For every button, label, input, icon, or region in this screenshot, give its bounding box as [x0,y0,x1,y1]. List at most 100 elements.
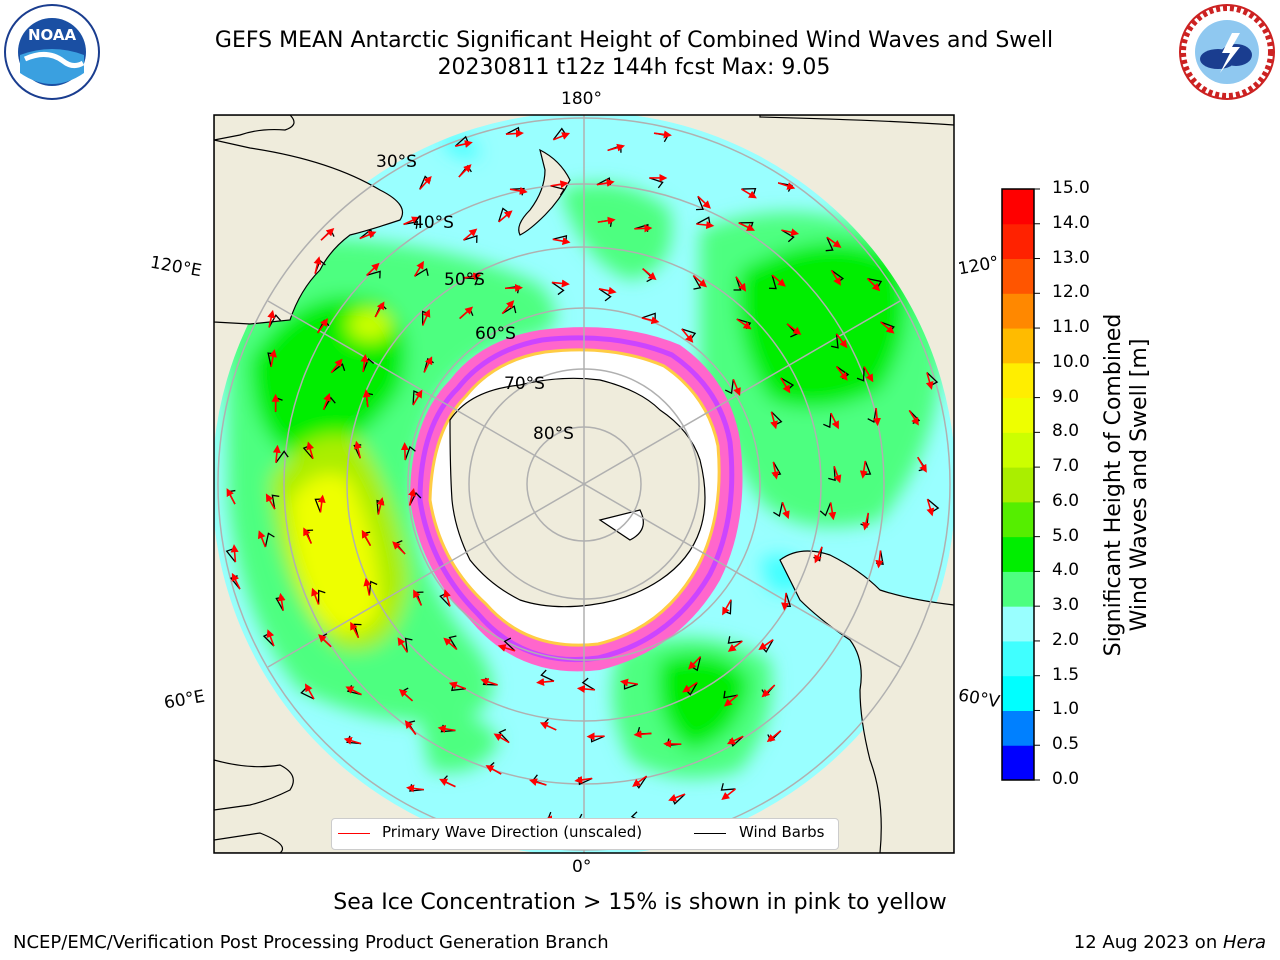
wind-barb-legend-swatch [694,833,726,834]
wave-direction-arrow [463,228,478,241]
colorbar-segment [1002,571,1034,607]
wave-direction-arrow [318,634,332,648]
wave-direction-arrow [458,164,472,178]
wave-direction-arrow [576,685,595,693]
wave-direction-arrow [439,778,456,788]
colorbar-segment [1002,362,1034,399]
lat-label-60s: 60°S [475,324,516,344]
wind-barb [823,413,832,429]
wave-direction-arrow [826,236,842,248]
wave-direction-arrow [688,656,702,670]
wave-direction-legend-swatch [338,833,370,834]
colorbar-segment [1002,501,1034,538]
wave-direction-arrow [536,678,555,686]
wave-direction-arrow [226,488,236,505]
wave-direction-arrow [761,684,776,698]
wave-direction-arrow [741,188,757,199]
wave-direction-arrow [448,681,467,690]
colorbar-tick-label: 0.0 [1052,769,1080,789]
wave-direction-arrow [835,366,848,381]
footer-credit: NCEP/EMC/Verification Post Processing Pr… [13,932,609,953]
wind-barb [409,491,422,506]
wave-direction-arrow [780,377,791,394]
wave-direction-arrow [480,678,498,686]
wave-direction-arrow [926,498,935,517]
wave-direction-arrow [322,392,331,411]
wave-direction-arrow [231,572,241,590]
colorbar-tick-label: 13.0 [1052,247,1090,268]
wave-direction-arrow [311,587,320,605]
wave-direction-arrow [267,309,276,328]
wave-direction-arrow [366,262,380,276]
colorbar-segment [1002,432,1034,468]
wave-direction-arrow [398,688,413,702]
wind-barb [300,687,315,700]
colorbar-segment [1002,745,1034,781]
wave-direction-arrow [863,366,874,383]
footer-date-text: 12 Aug 2023 on [1073,932,1223,953]
wind-barb [727,636,743,644]
graticule [217,115,951,853]
wave-direction-arrow [908,409,919,426]
wave-direction-arrow [423,356,433,373]
wave-direction-arrow [598,286,617,295]
wind-barb [414,267,429,277]
wave-direction-arrow [866,278,881,292]
colorbar-segment [1002,223,1034,260]
wind-barb [649,177,664,189]
wave-direction-arrow [814,546,823,564]
wave-direction-arrow [529,778,547,787]
lat-label-80s: 80°S [533,424,574,444]
wind-barb [825,236,834,252]
wave-direction-arrow [634,224,653,233]
colorbar-segment [1002,675,1034,711]
wave-direction-arrow [735,276,747,292]
wave-direction-arrow [354,440,362,459]
wave-direction-arrow [766,730,782,743]
wave-direction-arrow [732,378,741,396]
wind-barb [856,366,865,382]
wave-direction-arrow [361,529,372,547]
wave-direction-arrow [758,639,774,651]
lon-label-180: 180° [561,89,602,109]
wave-direction-arrow [443,589,451,607]
wave-direction-arrow [459,306,474,320]
map-legend: Primary Wave Direction (unscaled) Wind B… [331,818,839,850]
wave-direction-arrow [771,461,780,480]
wave-direction-arrow [597,216,616,225]
wind-barb [366,270,381,279]
wind-barb [540,669,555,682]
lon-label-0: 0° [572,857,592,877]
colorbar-segment [1002,397,1034,433]
footer-machine: Hera [1222,932,1266,953]
wave-direction-arrow [455,140,473,148]
wave-direction-arrow [697,195,711,209]
colorbar-tick-label: 1.0 [1052,699,1080,720]
wave-direction-arrow [313,256,322,274]
wave-direction-arrow [781,501,790,520]
wave-direction-arrow [257,530,267,548]
wave-direction-arrow [607,143,626,152]
wave-direction-arrow [406,784,424,793]
lat-label-30s: 30°S [376,152,417,172]
colorbar-segment [1002,606,1034,642]
wave-direction-arrow [873,408,881,427]
wave-direction-arrow [397,637,408,653]
sea-ice-note: Sea Ice Concentration > 15% is shown in … [333,890,947,915]
colorbar-tick-label: 3.0 [1052,595,1080,616]
colorbar-tick-label: 0.5 [1052,734,1080,755]
wave-direction-arrow [880,321,895,334]
wind-barb [819,502,832,517]
colorbar-tick-label: 8.0 [1052,421,1080,442]
wave-direction-arrow [681,328,694,343]
wind-barb [831,333,839,349]
antarctica-land [449,377,706,608]
wave-direction-arrow [413,260,424,277]
wave-direction-arrow [317,318,328,334]
wave-direction-arrow [632,775,648,787]
colorbar [1002,188,1040,781]
wave-direction-legend-label: Primary Wave Direction (unscaled) [382,823,643,841]
wind-barb [503,637,516,652]
wave-direction-arrow [641,316,660,325]
